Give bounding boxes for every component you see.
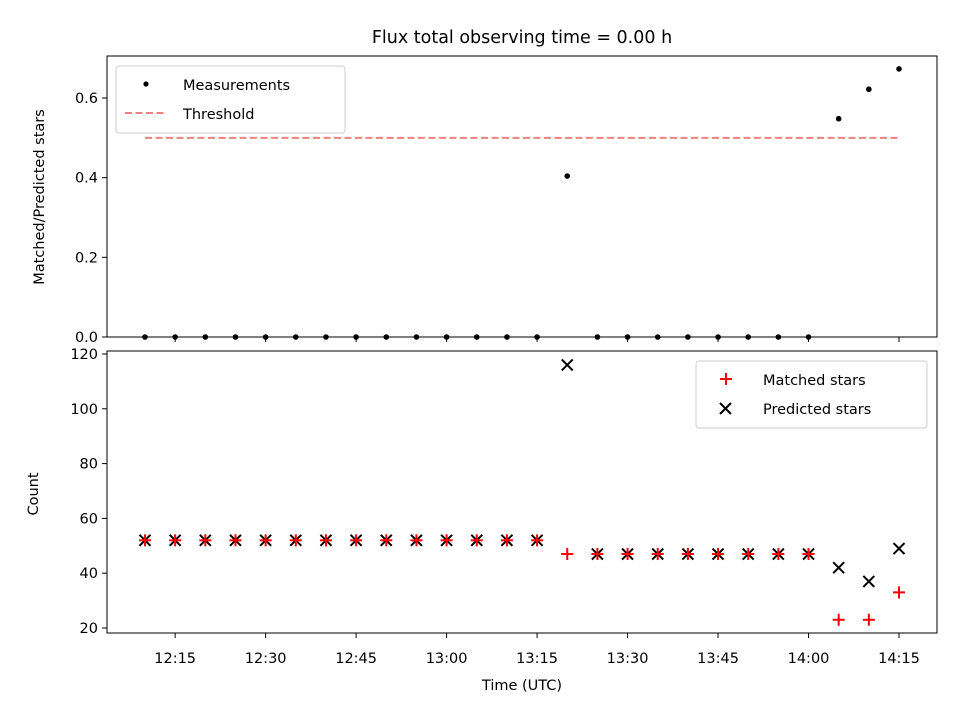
matched-star-point bbox=[319, 534, 332, 547]
bottom-xtick-label: 14:15 bbox=[878, 651, 920, 667]
top-ytick-label: 0.4 bbox=[75, 171, 98, 187]
legend-threshold-label: Threshold bbox=[182, 107, 254, 123]
bottom-xtick-label: 12:45 bbox=[335, 651, 377, 667]
bottom-xtick-label: 13:15 bbox=[516, 651, 558, 667]
top-panel-title: Flux total observing time = 0.00 h bbox=[372, 28, 672, 48]
matched-star-point bbox=[410, 534, 423, 547]
matched-star-point bbox=[681, 548, 694, 561]
legend-matched-marker bbox=[720, 373, 732, 385]
top-plot-area: 0.0 0.2 0.4 0.6 bbox=[75, 66, 902, 346]
bottom-ytick-label: 20 bbox=[80, 621, 98, 637]
bottom-ytick-label: 40 bbox=[80, 566, 98, 582]
legend-matched-label: Matched stars bbox=[763, 373, 866, 389]
matched-star-point bbox=[591, 548, 604, 561]
matched-star-point bbox=[259, 534, 272, 547]
bottom-ytick-label: 100 bbox=[70, 402, 98, 418]
bottom-xtick-label: 13:30 bbox=[607, 651, 649, 667]
predicted-x-stroke bbox=[892, 542, 906, 555]
predicted-star-point bbox=[561, 358, 574, 372]
bottom-panel: Count Time (UTC) 20 40 60 80 100 120 12:15 12:3… bbox=[26, 347, 938, 694]
matched-star-point bbox=[440, 534, 453, 547]
matched-star-point bbox=[531, 534, 544, 547]
bottom-panel-xlabel: Time (UTC) bbox=[481, 678, 562, 694]
predicted-x-stroke bbox=[862, 575, 876, 588]
bottom-plot-area: 20 40 60 80 100 120 12:15 12:30 12:45 13:00 13:15 1… bbox=[70, 347, 920, 667]
matched-star-point bbox=[380, 534, 393, 547]
predicted-x-stroke bbox=[832, 561, 845, 574]
bottom-ytick-label: 60 bbox=[80, 511, 98, 527]
bottom-ytick-label: 80 bbox=[80, 457, 98, 473]
measurement-point bbox=[564, 173, 571, 179]
matched-star-point bbox=[862, 613, 875, 626]
top-panel-frame bbox=[106, 55, 938, 338]
measurement-point bbox=[896, 66, 902, 72]
measurement-point bbox=[866, 86, 872, 93]
matched-star-point bbox=[802, 548, 815, 561]
bottom-xtick-label: 13:45 bbox=[697, 651, 739, 667]
top-ytick-label: 0.0 bbox=[75, 330, 98, 346]
matched-star-point bbox=[229, 534, 242, 547]
matched-star-point bbox=[500, 534, 513, 547]
top-legend-box bbox=[115, 65, 346, 134]
matched-star-point bbox=[199, 534, 212, 547]
matched-star-point bbox=[561, 548, 574, 561]
predicted-star-point bbox=[832, 561, 845, 574]
matched-star-point bbox=[139, 534, 151, 547]
bottom-xtick-label: 12:15 bbox=[154, 651, 196, 667]
top-panel: Flux total observing time = 0.00 h Match… bbox=[32, 28, 938, 346]
matched-star-point bbox=[712, 548, 725, 561]
measurement-point bbox=[835, 115, 842, 122]
bottom-legend: Matched stars Predicted stars bbox=[695, 360, 928, 429]
bottom-xtick-label: 13:00 bbox=[426, 651, 468, 667]
legend-predicted-marker bbox=[719, 402, 732, 415]
matched-star-point bbox=[169, 534, 182, 547]
legend-predicted-label: Predicted stars bbox=[763, 402, 871, 418]
predicted-star-point bbox=[862, 575, 876, 588]
top-ytick-label: 0.2 bbox=[75, 250, 98, 266]
top-panel-ylabel: Matched/Predicted stars bbox=[32, 109, 48, 285]
predicted-star-point bbox=[892, 542, 906, 555]
matched-star-point bbox=[772, 548, 785, 561]
matched-star-point bbox=[621, 548, 634, 561]
bottom-xtick-label: 12:30 bbox=[245, 651, 287, 667]
matched-star-point bbox=[350, 534, 363, 547]
matched-star-point bbox=[742, 548, 755, 561]
bottom-xtick-label: 14:00 bbox=[788, 651, 830, 667]
matched-star-point bbox=[832, 613, 845, 626]
top-ytick-label: 0.6 bbox=[75, 91, 98, 107]
predicted-x-stroke bbox=[561, 358, 574, 372]
bottom-legend-box bbox=[695, 360, 928, 429]
matched-star-point bbox=[470, 534, 483, 547]
bottom-panel-frame bbox=[106, 350, 938, 634]
legend-measurements-label: Measurements bbox=[183, 78, 290, 94]
matched-star-point bbox=[651, 548, 664, 561]
matched-star-point bbox=[893, 586, 905, 599]
top-legend: Measurements Threshold bbox=[115, 65, 346, 134]
legend-measurements-marker bbox=[143, 81, 149, 87]
bottom-ytick-label: 120 bbox=[70, 347, 98, 363]
bottom-panel-ylabel: Count bbox=[26, 472, 42, 515]
matched-star-point bbox=[289, 534, 302, 547]
